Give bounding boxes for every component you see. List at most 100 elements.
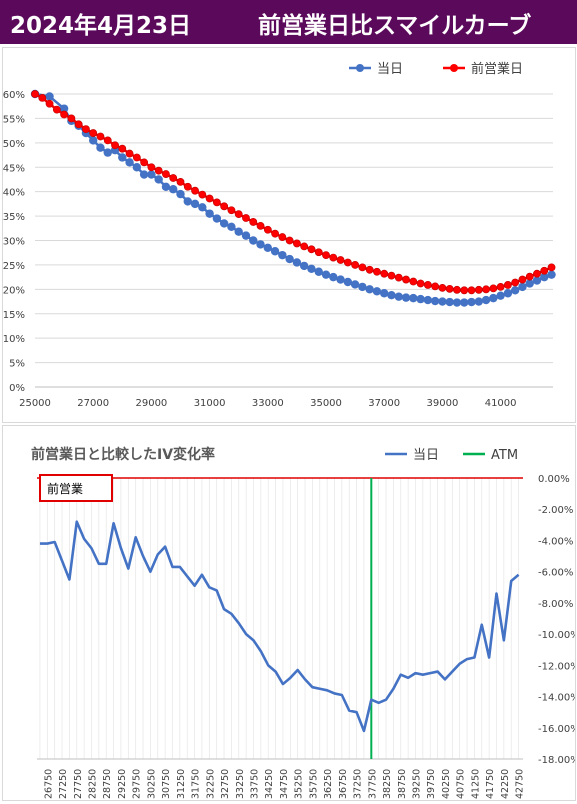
smile-curve-chart: 0% 5% 10% 15% 20% 25% 30% 35% 40% 45% 50% 55% 60% 250… bbox=[3, 61, 556, 409]
chart-title: 前営業日と比較したIV変化率 bbox=[31, 446, 215, 463]
x-tick-label: 34750 bbox=[279, 769, 290, 799]
data-point bbox=[67, 114, 76, 123]
data-point bbox=[205, 209, 214, 218]
data-point bbox=[409, 293, 418, 303]
y-tick-label: -6.00% bbox=[538, 568, 573, 579]
data-point bbox=[394, 292, 403, 301]
y-tick-label: 45% bbox=[3, 163, 25, 174]
data-point bbox=[183, 182, 192, 191]
data-point bbox=[293, 239, 301, 248]
data-point bbox=[525, 272, 534, 281]
data-point bbox=[460, 286, 469, 295]
x-tick-label: 36750 bbox=[338, 769, 349, 799]
y-tick-label: -4.00% bbox=[538, 536, 573, 547]
data-point bbox=[329, 272, 338, 282]
data-point bbox=[38, 94, 47, 102]
legend-marker bbox=[450, 64, 458, 72]
iv-change-panel: 前営業日と比較したIV変化率 0.00% -2.00% -4.00% -6.00% -8.… bbox=[2, 425, 577, 801]
y-tick-label: -10.00% bbox=[538, 630, 575, 641]
data-point bbox=[453, 285, 461, 294]
y-tick-label: -14.00% bbox=[538, 693, 575, 704]
y-tick-label: 40% bbox=[3, 188, 25, 199]
iv-change-chart: 前営業日と比較したIV変化率 0.00% -2.00% -4.00% -6.00% -8.… bbox=[31, 446, 577, 799]
x-tick-label: 30750 bbox=[161, 769, 172, 799]
data-point bbox=[205, 194, 214, 203]
data-point bbox=[394, 273, 403, 282]
data-point bbox=[285, 236, 294, 245]
y-tick-label: 15% bbox=[3, 310, 25, 321]
y-tick-label: 35% bbox=[3, 212, 25, 223]
data-point bbox=[321, 270, 331, 279]
data-point bbox=[227, 206, 236, 215]
data-point bbox=[387, 290, 396, 300]
data-point bbox=[234, 227, 243, 236]
data-point bbox=[74, 120, 83, 129]
data-point bbox=[416, 294, 425, 304]
data-point bbox=[416, 279, 425, 288]
data-point bbox=[373, 267, 381, 276]
data-point bbox=[103, 148, 112, 157]
data-point bbox=[139, 170, 149, 179]
data-point bbox=[270, 247, 280, 256]
data-point bbox=[307, 264, 316, 274]
y-tick-label: -8.00% bbox=[538, 599, 573, 610]
x-tick-label: 26750 bbox=[43, 769, 54, 799]
data-point bbox=[299, 261, 309, 271]
data-point bbox=[111, 141, 119, 150]
y-tick-label: 0% bbox=[9, 383, 25, 394]
data-point bbox=[118, 153, 127, 162]
smile-curve-panel: 0% 5% 10% 15% 20% 25% 30% 35% 40% 45% 50% 55% 60% 250… bbox=[2, 47, 576, 423]
data-point bbox=[430, 296, 440, 306]
data-point bbox=[387, 271, 396, 280]
data-point bbox=[496, 282, 505, 291]
y-tick-label: -2.00% bbox=[538, 505, 573, 516]
data-point bbox=[423, 281, 432, 289]
data-point bbox=[351, 261, 360, 269]
data-point bbox=[292, 258, 302, 267]
data-point bbox=[140, 158, 149, 167]
data-point bbox=[336, 275, 345, 284]
x-tick-label: 41250 bbox=[470, 769, 481, 799]
data-point bbox=[31, 90, 39, 98]
y-tick-label: -16.00% bbox=[538, 724, 575, 735]
data-point bbox=[372, 287, 382, 296]
data-point bbox=[518, 282, 527, 292]
data-point bbox=[445, 297, 454, 307]
y-tick-label: 25% bbox=[3, 261, 25, 272]
data-point bbox=[365, 265, 374, 274]
x-tick-label: 39750 bbox=[426, 769, 437, 799]
data-point bbox=[256, 240, 265, 249]
y-tick-label: 55% bbox=[3, 114, 25, 125]
x-tick-label: 33000 bbox=[252, 398, 284, 409]
data-point bbox=[343, 277, 353, 287]
data-point bbox=[89, 136, 98, 145]
data-point bbox=[460, 298, 469, 307]
data-point bbox=[198, 203, 207, 212]
data-point bbox=[212, 198, 221, 207]
x-tick-label: 41000 bbox=[485, 398, 517, 409]
data-point bbox=[154, 175, 163, 184]
x-tick-label: 29750 bbox=[132, 769, 143, 799]
data-point bbox=[489, 293, 498, 303]
data-point bbox=[82, 125, 90, 134]
data-point bbox=[503, 289, 513, 298]
x-tick-label: 36250 bbox=[323, 769, 334, 799]
data-point bbox=[380, 269, 389, 278]
data-point bbox=[489, 284, 498, 293]
data-point bbox=[198, 190, 207, 199]
data-point bbox=[409, 277, 418, 286]
x-tick-label: 42250 bbox=[500, 769, 511, 799]
legend-label: ATM bbox=[491, 448, 518, 463]
x-tick-label: 39000 bbox=[427, 398, 459, 409]
data-point bbox=[482, 285, 490, 294]
data-point bbox=[329, 253, 338, 262]
iv-change-line bbox=[39, 520, 520, 733]
x-tick-label: 27000 bbox=[77, 398, 109, 409]
x-tick-label: 42750 bbox=[515, 769, 526, 799]
x-tick-label: 28750 bbox=[102, 769, 113, 799]
data-point bbox=[307, 245, 316, 254]
data-point bbox=[358, 263, 367, 272]
data-point bbox=[278, 233, 287, 241]
data-point bbox=[503, 281, 512, 289]
data-point bbox=[52, 105, 61, 114]
